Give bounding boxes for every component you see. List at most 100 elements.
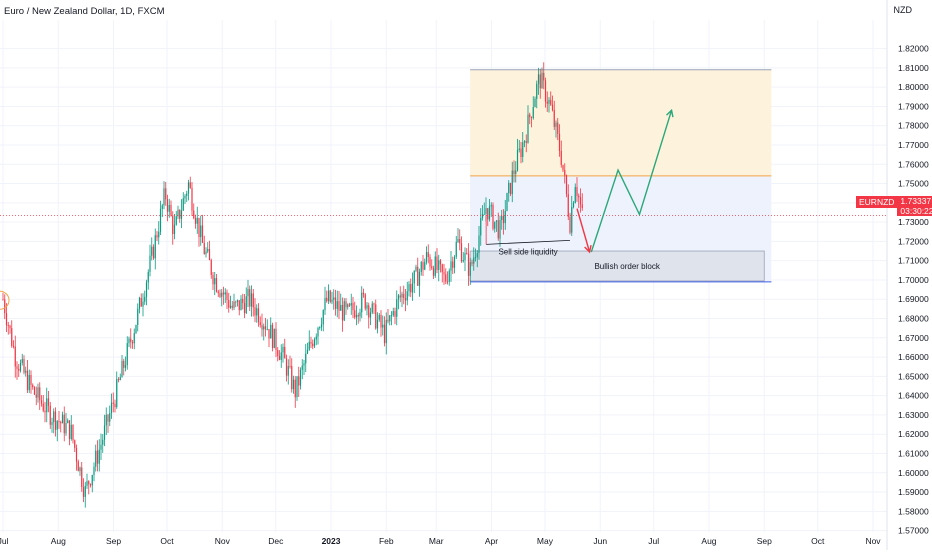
candle-body bbox=[196, 217, 198, 224]
candle-body bbox=[312, 343, 314, 347]
candle-body bbox=[217, 291, 219, 294]
candle-body bbox=[543, 72, 545, 81]
candle-body bbox=[473, 257, 475, 264]
candle-body bbox=[133, 333, 135, 344]
candle-body bbox=[438, 260, 440, 270]
candle-body bbox=[60, 422, 62, 424]
candle-body bbox=[434, 256, 436, 276]
candle-body bbox=[457, 238, 459, 242]
y-tick-label: 1.72000 bbox=[898, 236, 929, 246]
candle-body bbox=[243, 303, 246, 314]
candle-body bbox=[19, 362, 22, 371]
candle-body bbox=[89, 484, 92, 486]
candle-body bbox=[144, 296, 146, 302]
candle-body bbox=[74, 440, 76, 448]
candle-body bbox=[574, 187, 576, 203]
last-price-value: 1.73337 bbox=[900, 196, 932, 206]
candle-body bbox=[257, 308, 260, 323]
candle-body bbox=[565, 175, 568, 195]
candle-body bbox=[348, 304, 351, 306]
candle-body bbox=[70, 424, 72, 440]
candle-body bbox=[54, 411, 57, 430]
candle-body bbox=[494, 221, 496, 229]
candle-body bbox=[58, 421, 60, 423]
candle-body bbox=[33, 387, 36, 395]
candle-body bbox=[32, 384, 34, 388]
y-tick-label: 1.79000 bbox=[898, 101, 929, 111]
candle-body bbox=[168, 204, 170, 212]
candle-body bbox=[263, 326, 265, 330]
candle-body bbox=[362, 292, 365, 295]
last-price-badge: EURNZD 1.73337 03:30:22 bbox=[856, 196, 932, 216]
candle-body bbox=[504, 210, 506, 224]
y-tick-label: 1.58000 bbox=[898, 506, 929, 516]
candle-body bbox=[280, 352, 282, 360]
y-tick-label: 1.75000 bbox=[898, 179, 929, 189]
candle-body bbox=[30, 374, 32, 385]
candle-body bbox=[301, 365, 303, 370]
candle-body bbox=[317, 327, 319, 337]
candle-body bbox=[91, 475, 93, 486]
candle-body bbox=[520, 148, 522, 157]
candle-body bbox=[222, 292, 225, 295]
candle-body bbox=[278, 355, 281, 360]
candle-body bbox=[236, 300, 239, 302]
candle-body bbox=[44, 410, 46, 413]
candle-body bbox=[436, 256, 438, 270]
candle-body bbox=[427, 252, 429, 258]
candle-body bbox=[82, 486, 85, 497]
candle-body bbox=[446, 281, 449, 283]
candle-body bbox=[460, 243, 463, 262]
candle-body bbox=[75, 447, 78, 462]
y-tick-label: 1.81000 bbox=[898, 63, 929, 73]
candle-body bbox=[285, 358, 288, 376]
candle-body bbox=[452, 261, 454, 268]
liquidity-label: Sell side liquidity bbox=[498, 247, 557, 256]
candle-body bbox=[12, 345, 15, 347]
candle-body bbox=[478, 235, 480, 254]
candle-body bbox=[124, 365, 127, 368]
y-tick-label: 1.67000 bbox=[898, 333, 929, 343]
candle-body bbox=[252, 293, 254, 308]
candle-body bbox=[399, 295, 401, 298]
candle-body bbox=[487, 208, 489, 220]
candle-body bbox=[261, 324, 263, 330]
candle-body bbox=[105, 414, 107, 426]
candle-body bbox=[341, 304, 344, 321]
candle-body bbox=[359, 312, 361, 317]
candle-body bbox=[121, 360, 123, 378]
candle-body bbox=[464, 253, 466, 261]
candle-body bbox=[499, 219, 501, 239]
candle-body bbox=[481, 214, 484, 218]
candle-body bbox=[557, 122, 559, 134]
candle-body bbox=[214, 278, 216, 285]
candle-body bbox=[313, 339, 316, 347]
candle-body bbox=[541, 72, 543, 89]
candle-body bbox=[67, 420, 69, 423]
candle-body bbox=[299, 369, 302, 386]
candle-body bbox=[156, 235, 158, 238]
y-tick-label: 1.62000 bbox=[898, 429, 929, 439]
candle-body bbox=[100, 444, 102, 450]
candle-body bbox=[200, 225, 202, 238]
candle-body bbox=[455, 241, 457, 257]
candle-body bbox=[432, 268, 435, 276]
y-axis-unit: NZD bbox=[893, 5, 913, 15]
candle-body bbox=[26, 370, 29, 391]
candle-body bbox=[525, 141, 527, 143]
candle-body bbox=[527, 114, 529, 143]
target-zone bbox=[470, 69, 772, 176]
candle-body bbox=[536, 83, 538, 99]
candle-body bbox=[331, 299, 333, 302]
candle-body bbox=[35, 394, 37, 398]
candle-body bbox=[408, 284, 410, 292]
x-tick-label: Nov bbox=[215, 536, 231, 546]
candle-body bbox=[471, 262, 473, 264]
candle-body bbox=[56, 421, 58, 430]
y-tick-label: 1.69000 bbox=[898, 294, 929, 304]
candle-body bbox=[352, 303, 354, 311]
candle-body bbox=[572, 202, 575, 208]
x-tick-label: Aug bbox=[701, 536, 716, 546]
